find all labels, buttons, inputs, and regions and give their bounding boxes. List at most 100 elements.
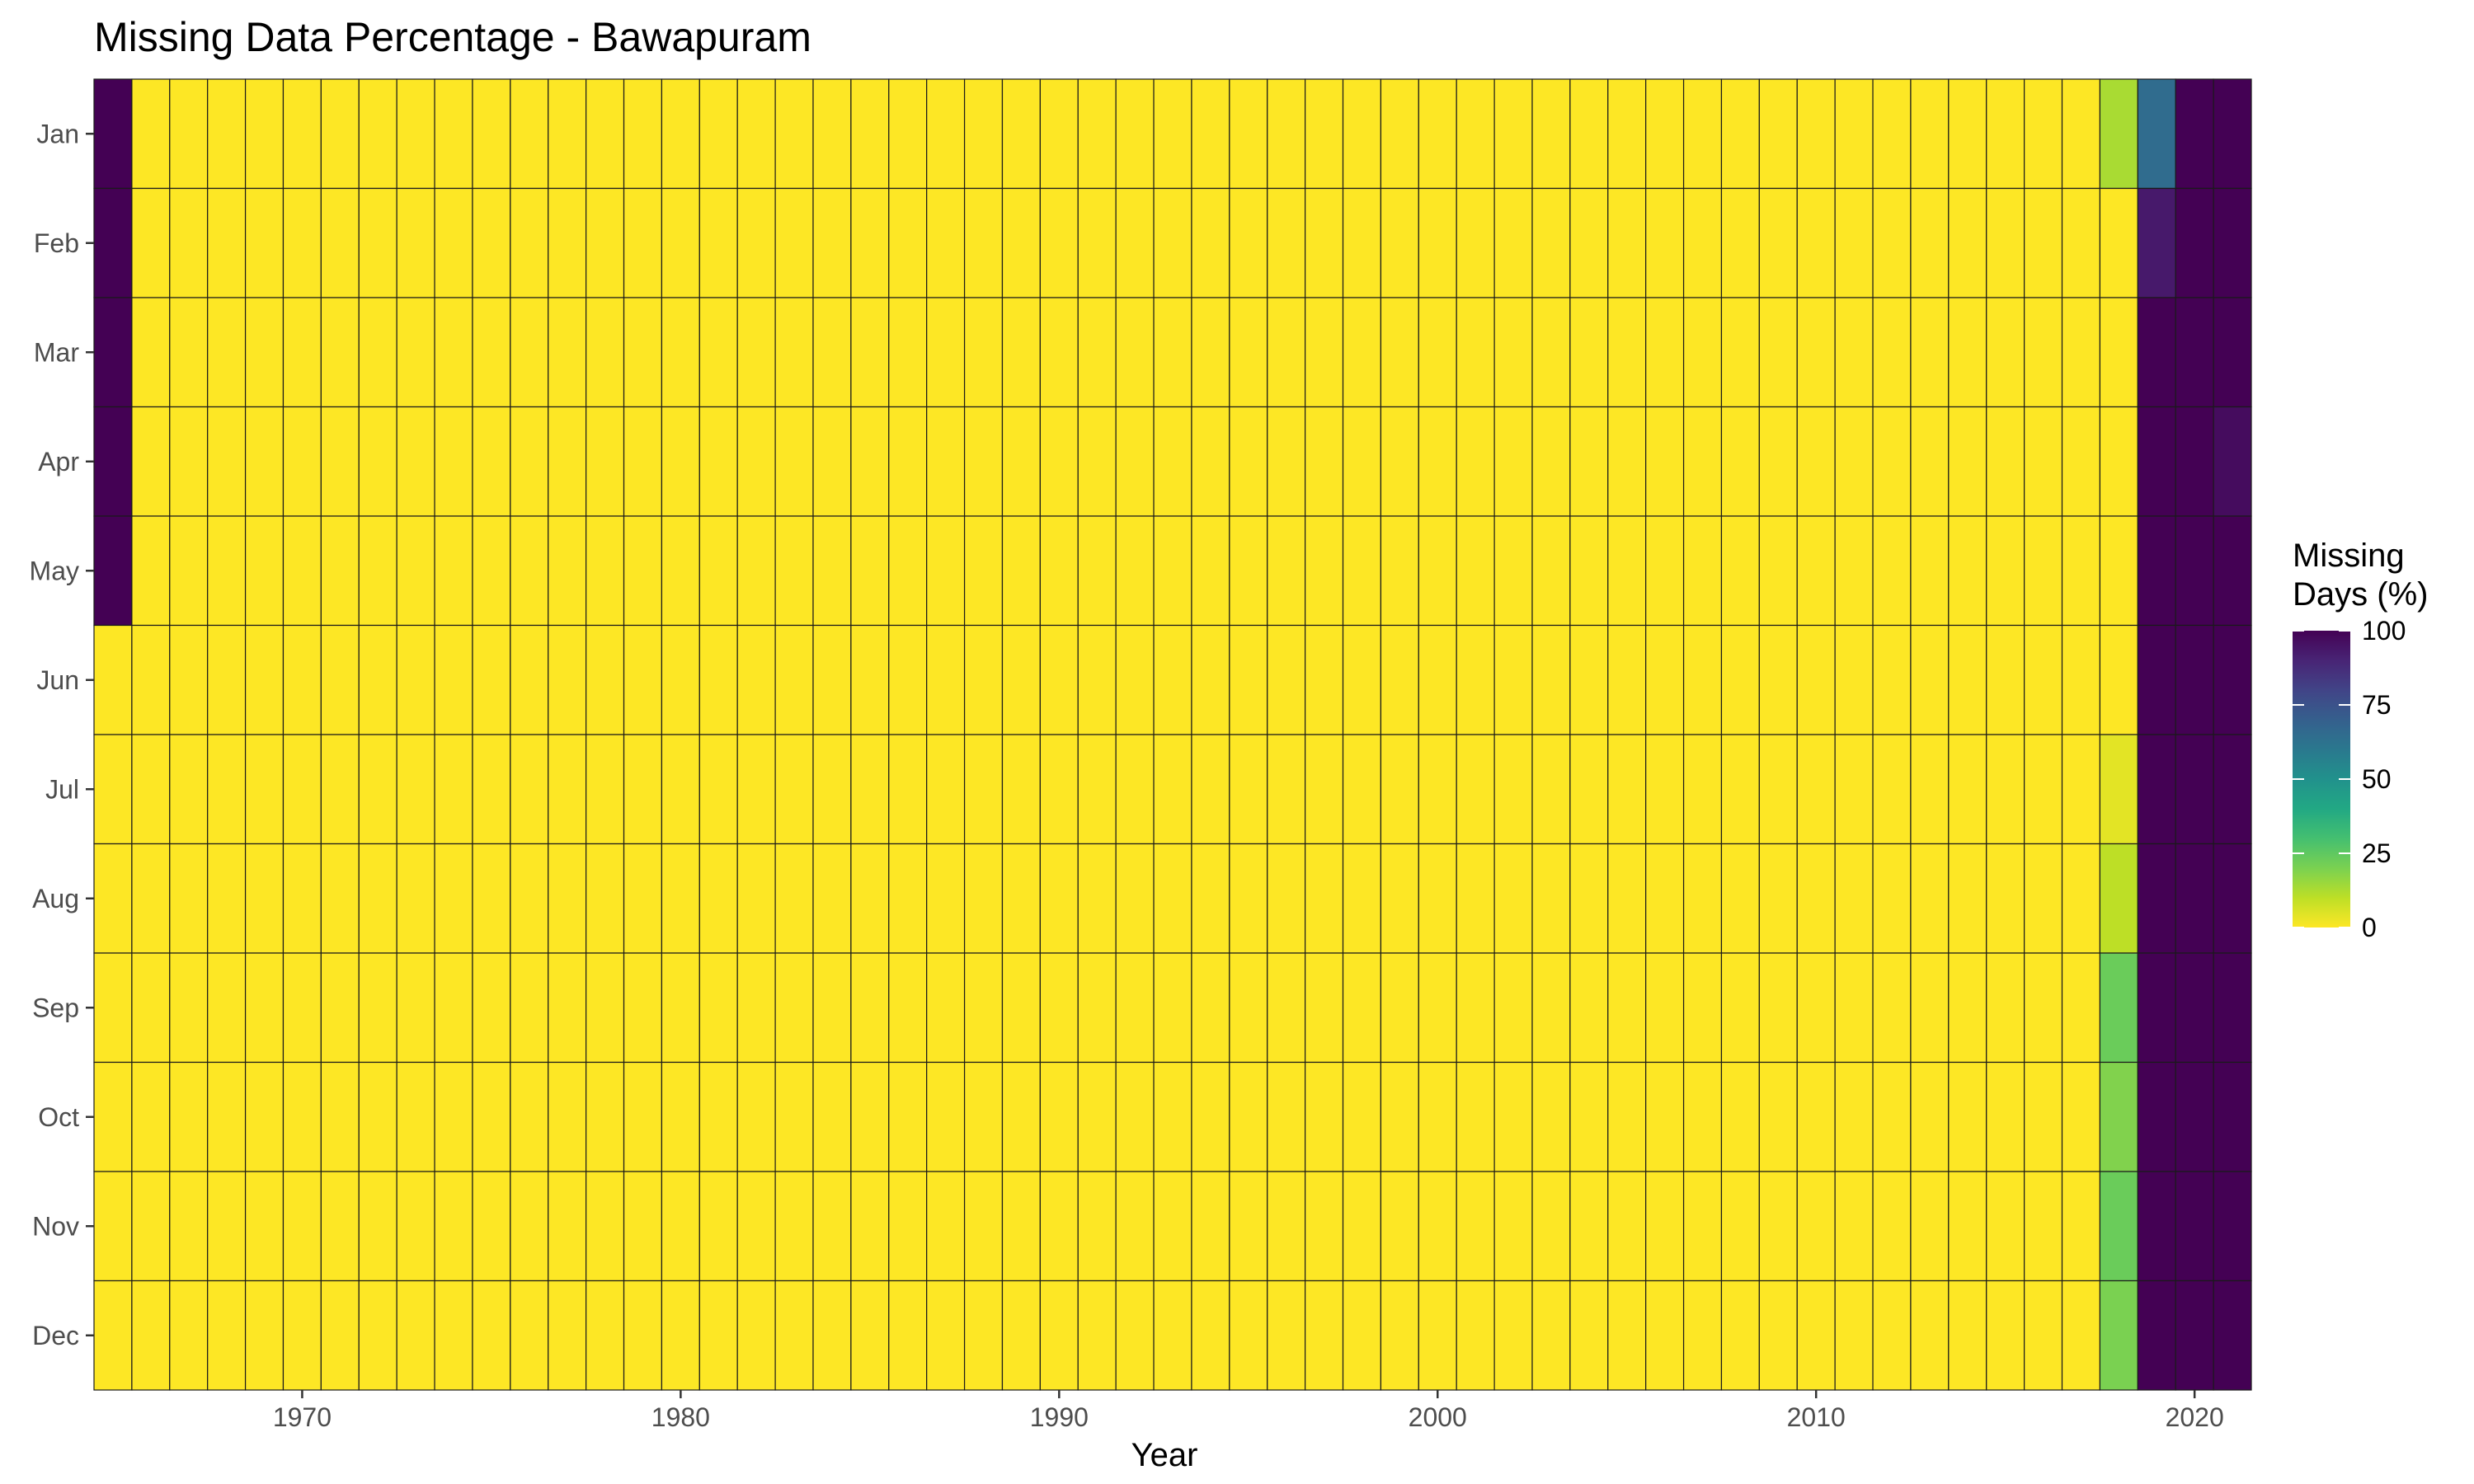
- heatmap-cell: [1115, 297, 1155, 408]
- heatmap-cell: [963, 1171, 1004, 1282]
- heatmap-cell: [1910, 952, 1950, 1064]
- heatmap-cell: [169, 1061, 209, 1172]
- heatmap-cell: [207, 187, 247, 298]
- heatmap-cell: [774, 297, 814, 408]
- heatmap-cell: [850, 406, 890, 517]
- heatmap-cell: [1305, 734, 1344, 845]
- heatmap-cell: [1115, 952, 1155, 1064]
- heatmap-cell: [1153, 406, 1192, 517]
- heatmap-cell: [1834, 843, 1874, 954]
- heatmap-cell: [1531, 734, 1571, 845]
- heatmap-cell: [244, 297, 285, 408]
- heatmap-cell: [963, 187, 1004, 298]
- heatmap-cell: [1380, 1171, 1419, 1282]
- heatmap-cell: [1682, 843, 1723, 954]
- heatmap-cell: [774, 187, 814, 298]
- heatmap-cell: [320, 78, 360, 190]
- heatmap-cell: [510, 78, 549, 190]
- heatmap-cell: [1001, 952, 1041, 1064]
- y-tick-label: Apr: [38, 447, 79, 477]
- heatmap-cell: [1834, 297, 1874, 408]
- heatmap-cell: [1077, 187, 1117, 298]
- heatmap-cell: [1531, 624, 1571, 735]
- heatmap-cell: [2099, 187, 2138, 298]
- heatmap-cell: [2137, 515, 2176, 627]
- heatmap-cell: [2137, 406, 2176, 517]
- heatmap-cell: [1191, 843, 1230, 954]
- heatmap-cell: [1758, 1280, 1798, 1391]
- y-tick-label: Jun: [36, 665, 79, 695]
- heatmap-cell: [1569, 624, 1609, 735]
- heatmap-cell: [1834, 1171, 1874, 1282]
- heatmap-cell: [434, 1171, 473, 1282]
- heatmap-cell: [736, 78, 776, 190]
- heatmap-cell: [2175, 1061, 2214, 1172]
- heatmap-cell: [586, 624, 625, 735]
- heatmap-cell: [1380, 1280, 1419, 1391]
- heatmap-cell: [812, 624, 852, 735]
- heatmap-cell: [623, 1171, 663, 1282]
- heatmap-cell: [1191, 952, 1230, 1064]
- heatmap-cell: [1493, 1061, 1533, 1172]
- heatmap-cell: [2024, 78, 2063, 190]
- heatmap-cell: [812, 1061, 852, 1172]
- heatmap-cell: [1229, 187, 1268, 298]
- heatmap-cell: [131, 515, 171, 627]
- heatmap-cell: [2061, 187, 2101, 298]
- heatmap-cell: [812, 297, 852, 408]
- heatmap-cell: [1153, 734, 1192, 845]
- heatmap-cell: [548, 406, 587, 517]
- heatmap-cell: [1682, 624, 1723, 735]
- heatmap-cell: [1872, 515, 1912, 627]
- heatmap-cell: [1948, 1061, 1987, 1172]
- heatmap-cell: [1001, 406, 1041, 517]
- heatmap-cell: [2213, 1280, 2252, 1391]
- heatmap-cell: [2175, 624, 2214, 735]
- heatmap-cell: [1948, 297, 1987, 408]
- heatmap-cell: [926, 515, 966, 627]
- heatmap-cell: [963, 297, 1004, 408]
- heatmap-cell: [736, 297, 776, 408]
- heatmap-cell: [207, 515, 247, 627]
- heatmap-cell: [1305, 952, 1344, 1064]
- heatmap-cell: [1569, 187, 1609, 298]
- heatmap-cell: [1720, 187, 1760, 298]
- heatmap-cell: [1456, 297, 1495, 408]
- heatmap-cell: [1531, 1061, 1571, 1172]
- heatmap-cell: [1456, 187, 1495, 298]
- legend-title-line2: Days (%): [2293, 576, 2428, 613]
- heatmap-cell: [1948, 1171, 1987, 1282]
- heatmap-cell: [1607, 843, 1647, 954]
- heatmap-cell: [926, 78, 966, 190]
- heatmap-cell: [736, 1061, 776, 1172]
- heatmap-cell: [131, 624, 171, 735]
- heatmap-cell: [1305, 843, 1344, 954]
- heatmap-cell: [169, 515, 209, 627]
- heatmap-cell: [698, 187, 738, 298]
- heatmap-cell: [1077, 1061, 1117, 1172]
- heatmap-cell: [358, 187, 397, 298]
- x-tick-label: 1990: [1030, 1402, 1089, 1432]
- heatmap-cell: [1305, 78, 1344, 190]
- heatmap-cell: [472, 78, 511, 190]
- heatmap-cell: [320, 843, 360, 954]
- heatmap-cell: [1834, 624, 1874, 735]
- heatmap-cell: [1342, 406, 1382, 517]
- heatmap-cell: [472, 1061, 511, 1172]
- heatmap-cell: [1948, 78, 1987, 190]
- heatmap-cell: [548, 952, 587, 1064]
- heatmap-cell: [244, 624, 285, 735]
- heatmap-cell: [282, 187, 322, 298]
- heatmap-cell: [2213, 515, 2252, 627]
- heatmap-cell: [244, 734, 285, 845]
- heatmap-cell: [320, 1171, 360, 1282]
- heatmap-cell: [1077, 406, 1117, 517]
- heatmap-cell: [1456, 406, 1495, 517]
- heatmap-cell: [1569, 1171, 1609, 1282]
- heatmap-cell: [888, 843, 928, 954]
- heatmap-cell: [1039, 734, 1079, 845]
- heatmap-cell: [244, 1061, 285, 1172]
- heatmap-cell: [1418, 624, 1457, 735]
- heatmap-cell: [2099, 1171, 2138, 1282]
- heatmap-cell: [1191, 1061, 1230, 1172]
